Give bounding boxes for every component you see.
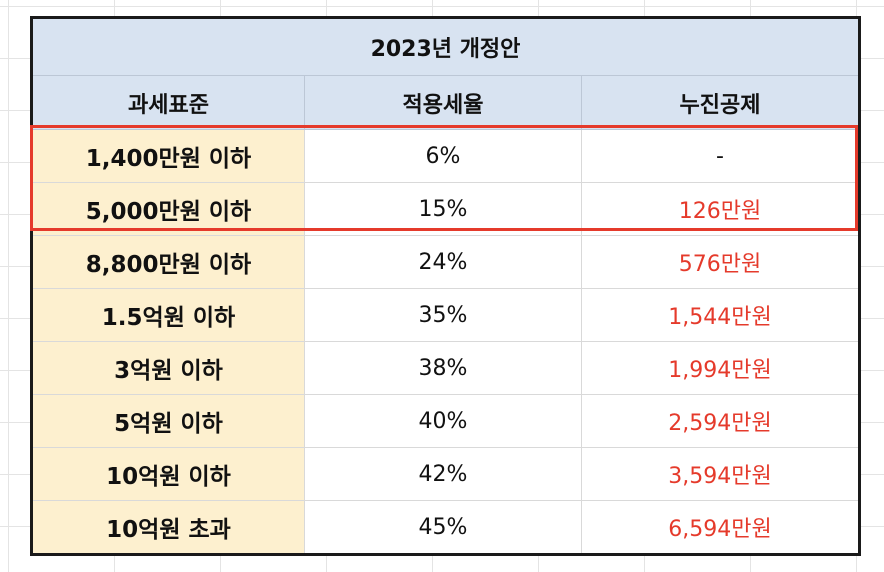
rate-cell: 15% [304, 182, 582, 236]
deduction-cell: 3,594만원 [581, 447, 860, 501]
tax-rate-table: 2023년 개정안 과세표준 적용세율 누진공제 1,400만원 이하 6% -… [30, 16, 861, 556]
rate-cell: 35% [304, 288, 582, 342]
bracket-cell: 3억원 이하 [31, 341, 305, 395]
table-row: 1,400만원 이하 6% - [31, 129, 860, 183]
table-title: 2023년 개정안 [31, 17, 860, 76]
rate-cell: 45% [304, 500, 582, 555]
table-row: 10억원 이하 42% 3,594만원 [31, 447, 860, 501]
table-row: 3억원 이하 38% 1,994만원 [31, 341, 860, 395]
bracket-cell: 1.5억원 이하 [31, 288, 305, 342]
column-header-bracket: 과세표준 [31, 75, 305, 130]
table-header-row: 과세표준 적용세율 누진공제 [31, 75, 860, 130]
deduction-cell: 6,594만원 [581, 500, 860, 555]
rate-cell: 38% [304, 341, 582, 395]
table-row: 1.5억원 이하 35% 1,544만원 [31, 288, 860, 342]
deduction-cell: 576만원 [581, 235, 860, 289]
bracket-cell: 5,000만원 이하 [31, 182, 305, 236]
table-row: 10억원 초과 45% 6,594만원 [31, 500, 860, 555]
bracket-cell: 10억원 이하 [31, 447, 305, 501]
deduction-cell: 1,544만원 [581, 288, 860, 342]
deduction-cell: - [581, 129, 860, 183]
bracket-cell: 5억원 이하 [31, 394, 305, 448]
bracket-cell: 8,800만원 이하 [31, 235, 305, 289]
rate-cell: 42% [304, 447, 582, 501]
table-row: 5,000만원 이하 15% 126만원 [31, 182, 860, 236]
column-header-deduction: 누진공제 [581, 75, 860, 130]
rate-cell: 40% [304, 394, 582, 448]
deduction-cell: 1,994만원 [581, 341, 860, 395]
rate-cell: 6% [304, 129, 582, 183]
deduction-cell: 2,594만원 [581, 394, 860, 448]
rate-cell: 24% [304, 235, 582, 289]
table-row: 8,800만원 이하 24% 576만원 [31, 235, 860, 289]
bracket-cell: 1,400만원 이하 [31, 129, 305, 183]
deduction-cell: 126만원 [581, 182, 860, 236]
bracket-cell: 10억원 초과 [31, 500, 305, 555]
table-title-row: 2023년 개정안 [31, 17, 860, 76]
table-row: 5억원 이하 40% 2,594만원 [31, 394, 860, 448]
column-header-rate: 적용세율 [304, 75, 582, 130]
